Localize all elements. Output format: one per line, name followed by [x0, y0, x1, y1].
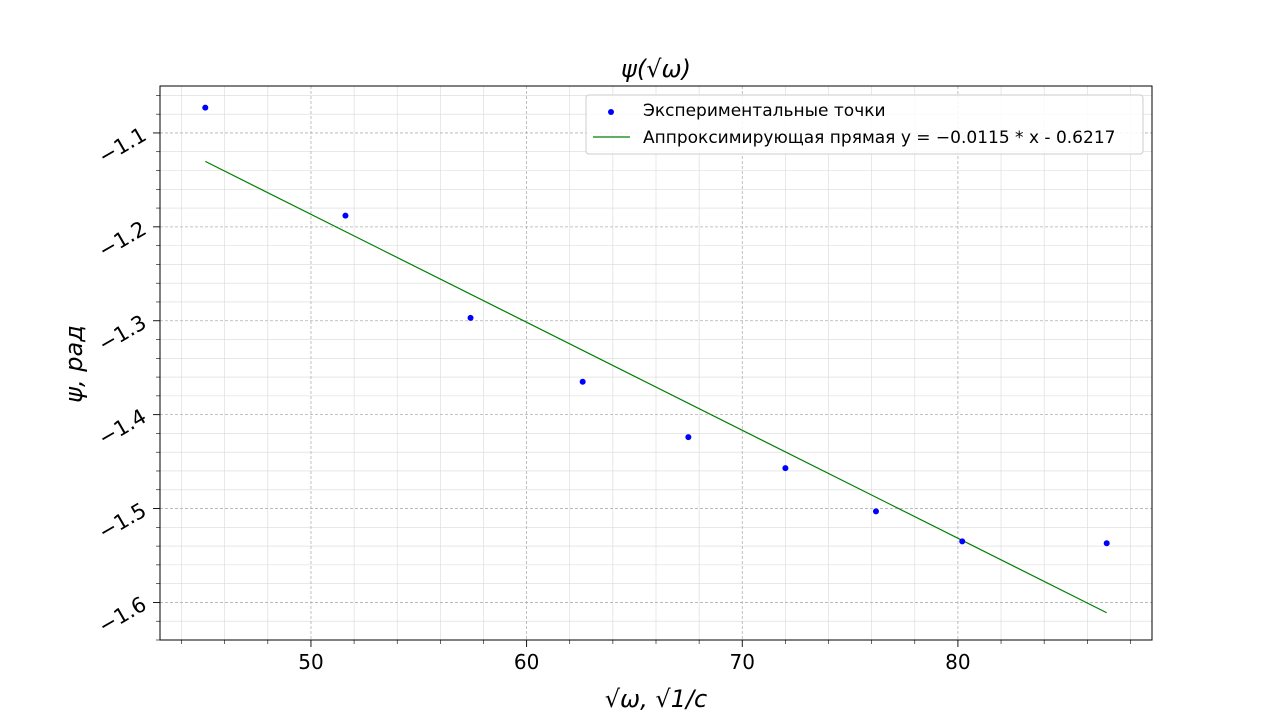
data-point	[342, 212, 349, 219]
y-tick-label: −1.6	[94, 592, 150, 638]
y-tick-labels: −1.1 −1.2 −1.3 −1.4 −1.5 −1.6	[94, 122, 150, 638]
data-point	[959, 538, 966, 545]
y-tick-label: −1.3	[94, 310, 150, 356]
data-points	[202, 104, 1110, 547]
legend-label-points: Экспериментальные точки	[643, 101, 886, 121]
data-point	[782, 465, 789, 472]
data-point	[1103, 540, 1110, 547]
y-tick-label: −1.2	[94, 216, 150, 262]
data-point	[685, 434, 692, 441]
legend: Экспериментальные точки Аппроксимирующая…	[585, 94, 1144, 155]
axis-ticks	[153, 95, 1131, 647]
y-axis-label: ψ, рад	[60, 325, 88, 403]
data-point	[467, 314, 474, 321]
fit-line	[205, 160, 1107, 614]
fit-line-layer	[205, 160, 1107, 614]
x-tick-label: 80	[945, 650, 970, 674]
data-point	[579, 378, 586, 385]
y-tick-label: −1.5	[94, 498, 150, 544]
x-tick-label: 50	[298, 650, 323, 674]
grid	[160, 86, 1152, 641]
chart-title: ψ(√ω)	[621, 55, 691, 83]
x-tick-labels: 50 60 70 80	[298, 650, 970, 674]
legend-label-fit-line: Аппроксимирующая прямая y = −0.0115 * x …	[643, 128, 1115, 148]
legend-marker-scatter	[608, 109, 614, 115]
x-tick-label: 70	[730, 650, 755, 674]
y-tick-label: −1.4	[94, 404, 150, 450]
legend-box	[585, 94, 1144, 155]
x-tick-label: 60	[514, 650, 539, 674]
data-point	[202, 104, 209, 111]
data-point	[872, 508, 879, 515]
x-axis-label: √ω, √1/c	[605, 685, 708, 713]
y-tick-label: −1.1	[94, 122, 150, 168]
